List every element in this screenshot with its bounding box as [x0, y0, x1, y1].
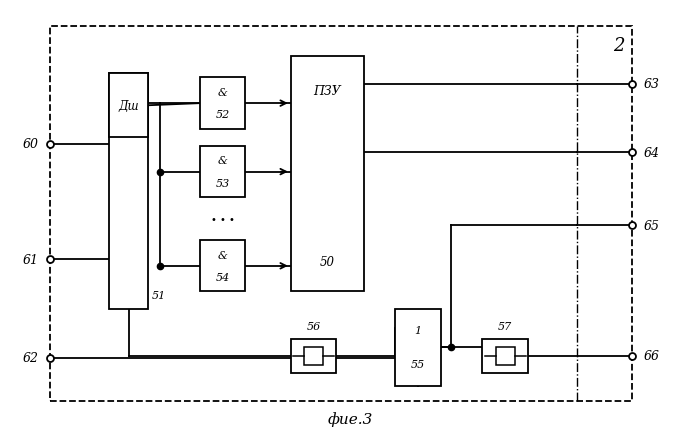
Bar	[200, 240, 246, 292]
Bar	[290, 339, 336, 373]
Text: &: &	[218, 156, 228, 166]
Text: 61: 61	[22, 253, 38, 266]
Bar	[290, 57, 364, 292]
Text: 62: 62	[22, 351, 38, 365]
Text: 56: 56	[307, 321, 321, 331]
Bar	[395, 309, 440, 386]
Bar	[200, 78, 246, 129]
Text: Дш: Дш	[118, 99, 139, 113]
Text: 66: 66	[644, 350, 660, 362]
Bar	[109, 74, 148, 138]
Text: 2: 2	[612, 37, 624, 55]
Text: 64: 64	[644, 147, 660, 160]
Text: &: &	[218, 250, 228, 260]
Text: ПЗУ: ПЗУ	[314, 85, 341, 98]
Text: 1: 1	[414, 326, 421, 335]
Text: фие.3: фие.3	[328, 412, 372, 427]
Text: 57: 57	[498, 321, 512, 331]
Bar	[200, 147, 246, 198]
Bar	[109, 74, 148, 309]
Text: 53: 53	[216, 178, 230, 188]
Text: &: &	[218, 88, 228, 98]
Text: 60: 60	[22, 138, 38, 151]
Text: 51: 51	[151, 290, 165, 300]
Bar	[482, 339, 528, 373]
Bar	[50, 27, 632, 401]
Text: 54: 54	[216, 273, 230, 283]
Bar	[304, 347, 323, 365]
Text: • • •: • • •	[211, 214, 234, 224]
Bar	[496, 347, 514, 365]
Text: 63: 63	[644, 78, 660, 91]
Text: 65: 65	[644, 219, 660, 232]
Text: 50: 50	[320, 255, 335, 268]
Text: 55: 55	[411, 359, 425, 369]
Text: 52: 52	[216, 110, 230, 120]
